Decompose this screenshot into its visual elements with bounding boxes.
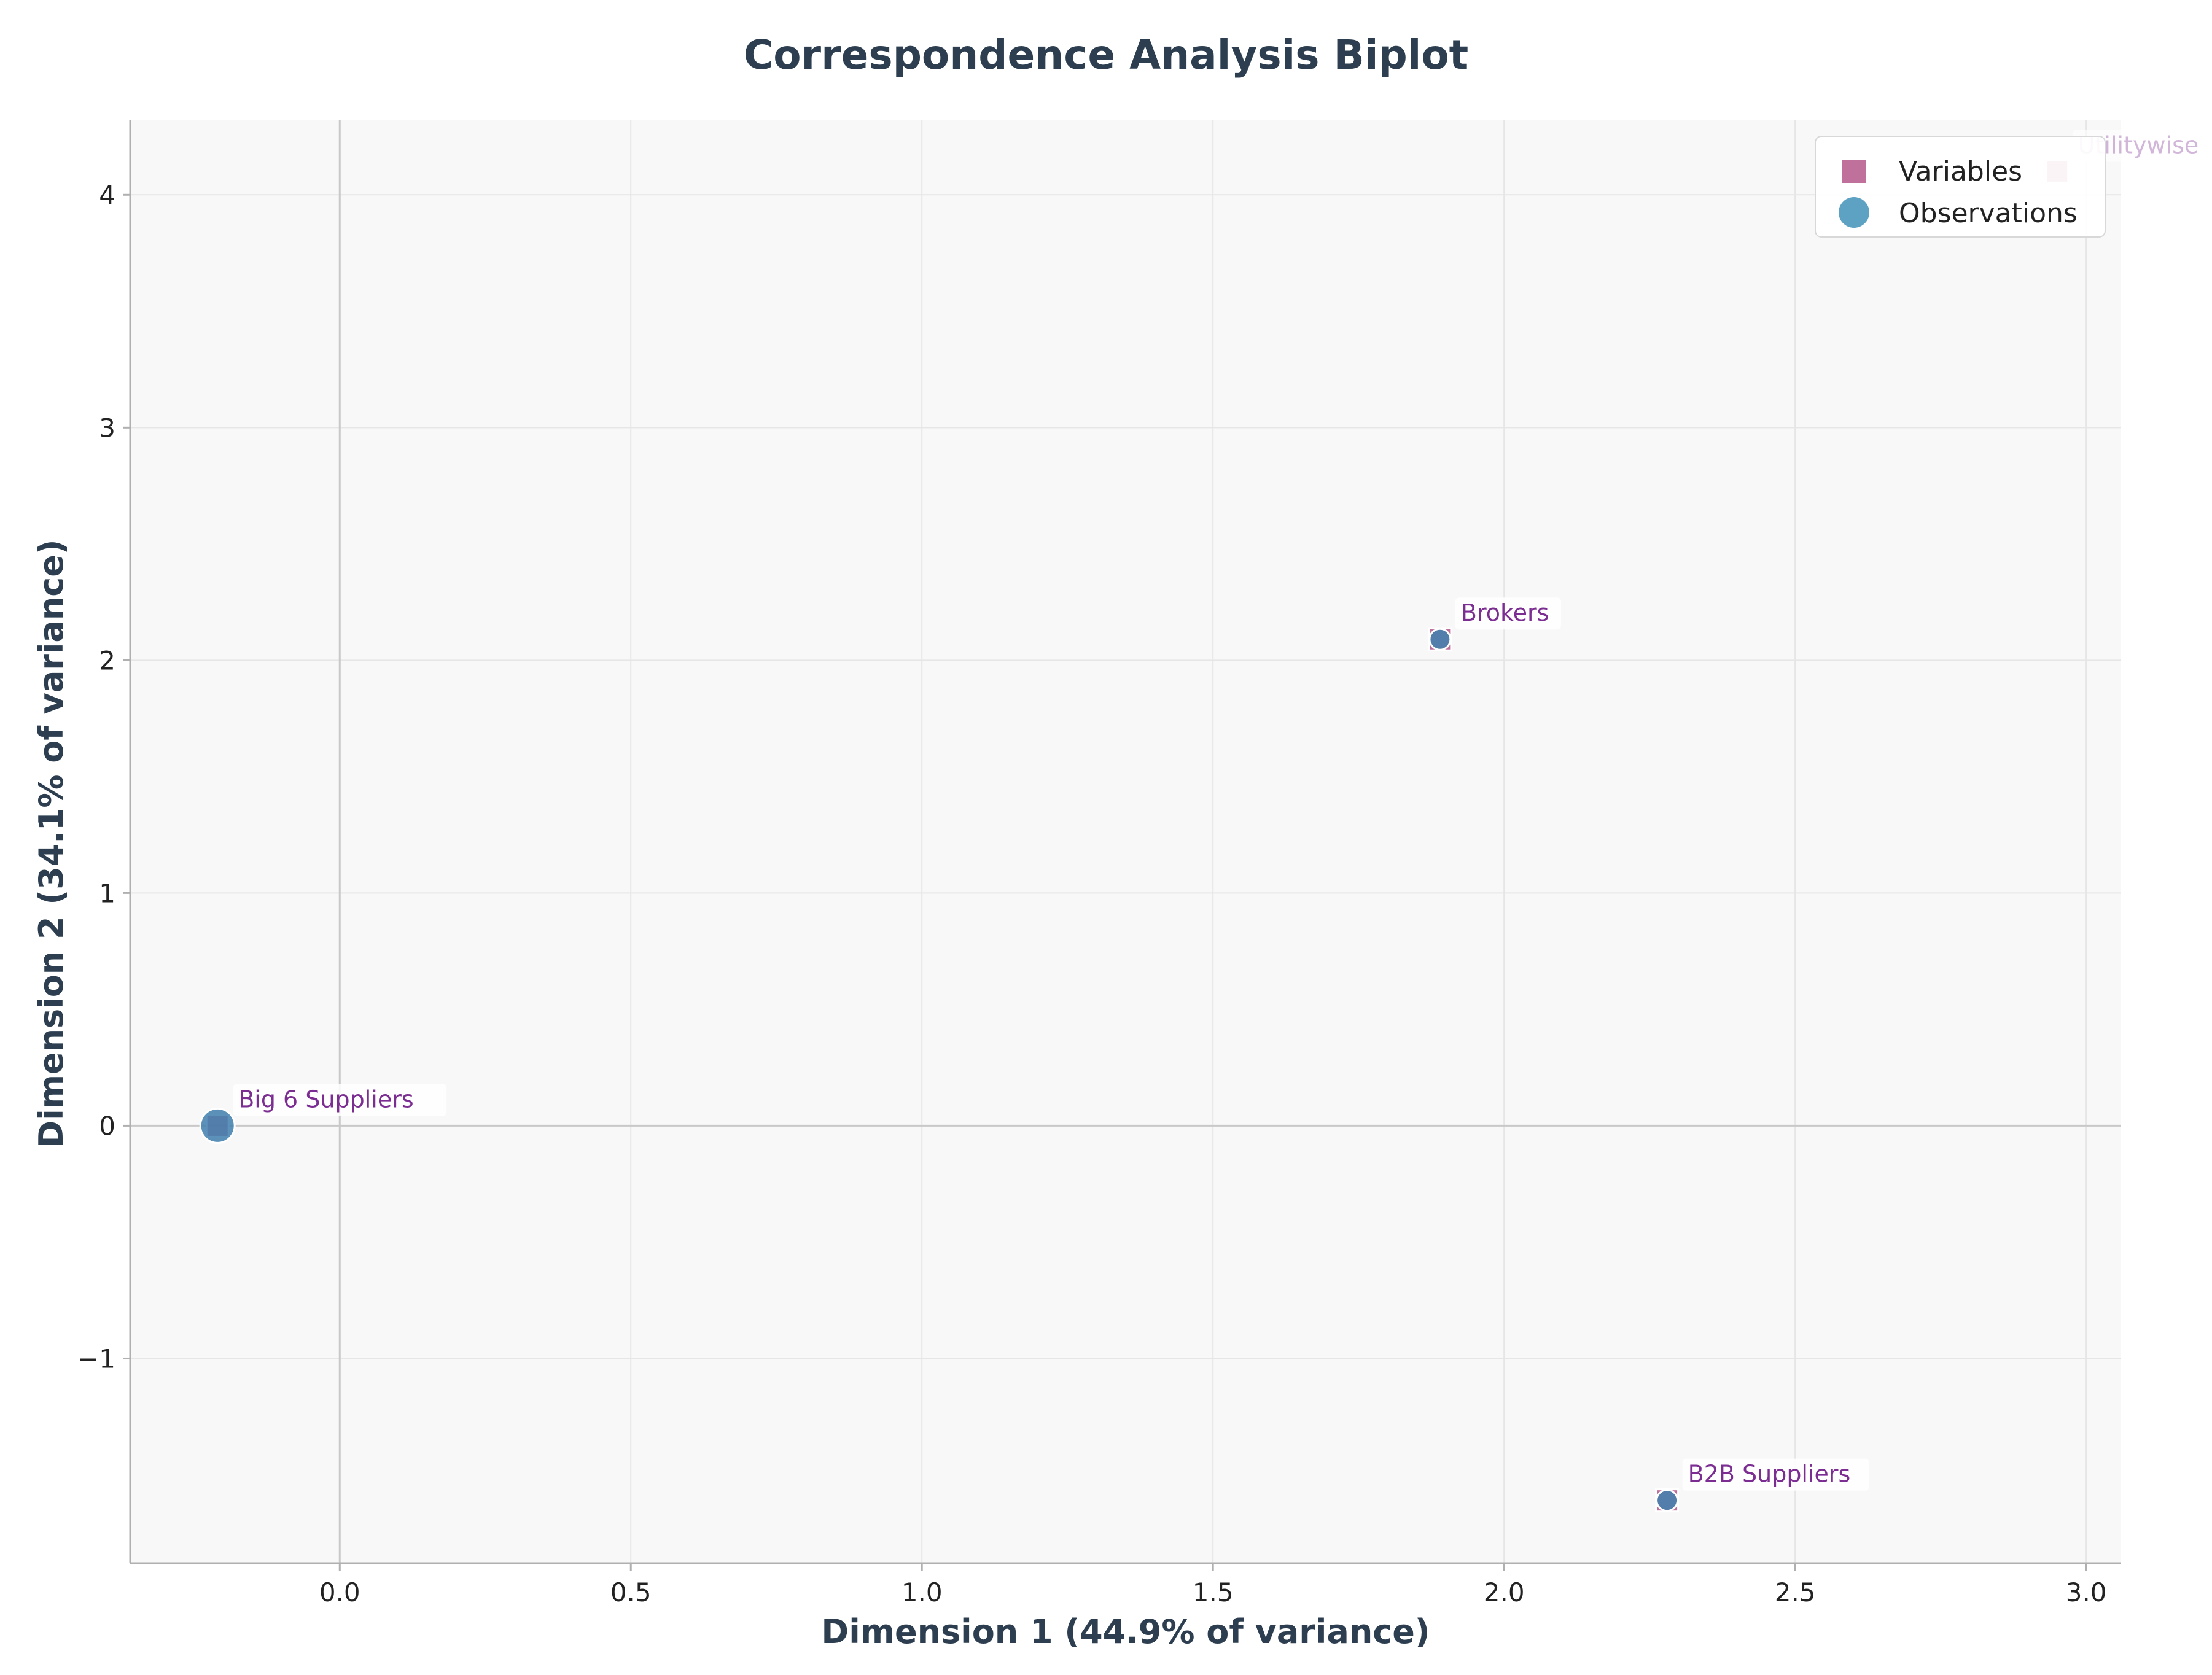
observation-point	[199, 1107, 236, 1144]
observation-point	[1428, 628, 1452, 651]
x-tick-label: 3.0	[2066, 1577, 2107, 1607]
point-label-box	[1682, 1458, 1869, 1491]
point-label: Big 6 Suppliers	[238, 1086, 413, 1113]
point-label-box	[1455, 597, 1561, 630]
legend-label-variables: Variables	[1899, 156, 2022, 187]
y-tick-label: 4	[99, 180, 115, 210]
point-label: Brokers	[1461, 599, 1549, 626]
observation-point	[1656, 1489, 1679, 1512]
x-tick-label: 0.5	[610, 1577, 652, 1607]
y-tick-label: 2	[99, 645, 115, 675]
y-tick-label: 1	[99, 878, 115, 908]
y-tick-label: 0	[99, 1111, 115, 1141]
x-tick-label: 1.0	[902, 1577, 943, 1607]
legend-circle-marker	[1839, 197, 1869, 228]
y-tick-label: 3	[99, 413, 115, 443]
x-tick-label: 1.5	[1193, 1577, 1234, 1607]
x-tick-label: 2.0	[1484, 1577, 1525, 1607]
y-tick-label: −1	[77, 1343, 115, 1374]
legend-square-marker	[1842, 160, 1866, 183]
plot-background	[130, 120, 2121, 1563]
x-axis-label: Dimension 1 (44.9% of variance)	[821, 1612, 1430, 1651]
legend-label-observations: Observations	[1899, 198, 2078, 229]
chart-title: Correspondence Analysis Biplot	[744, 31, 1468, 79]
x-tick-label: 2.5	[1775, 1577, 1816, 1607]
point-label-box	[233, 1084, 447, 1116]
legend-box	[1815, 136, 2106, 238]
point-label-box	[2072, 130, 2212, 162]
x-tick-label: 0.0	[319, 1577, 360, 1607]
y-axis-label: Dimension 2 (34.1% of variance)	[32, 539, 71, 1148]
point-label: B2B Suppliers	[1688, 1461, 1851, 1488]
